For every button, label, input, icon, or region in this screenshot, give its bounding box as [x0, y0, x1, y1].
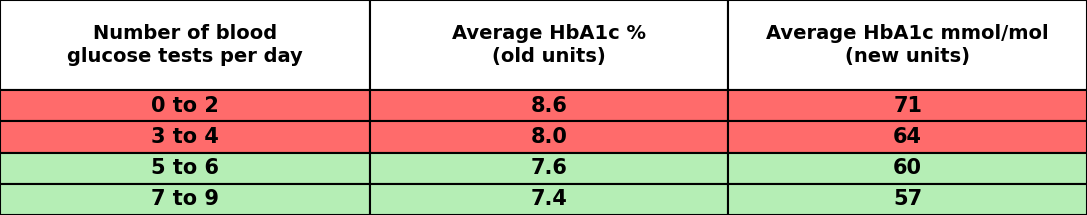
Text: 8.0: 8.0	[530, 127, 567, 147]
Bar	[370, 90, 728, 121]
Text: 7.4: 7.4	[530, 189, 567, 209]
Bar	[0, 121, 370, 153]
Text: 71: 71	[894, 96, 922, 116]
Bar	[728, 153, 1087, 184]
Text: 7.6: 7.6	[530, 158, 567, 178]
Text: 57: 57	[894, 189, 922, 209]
Bar	[370, 0, 728, 90]
Bar	[728, 0, 1087, 90]
Text: 0 to 2: 0 to 2	[151, 96, 218, 116]
Bar	[0, 0, 370, 90]
Bar	[370, 184, 728, 215]
Text: 7 to 9: 7 to 9	[151, 189, 218, 209]
Bar	[0, 153, 370, 184]
Text: 8.6: 8.6	[530, 96, 567, 116]
Text: 3 to 4: 3 to 4	[151, 127, 218, 147]
Bar	[370, 153, 728, 184]
Bar	[728, 121, 1087, 153]
Bar	[370, 121, 728, 153]
Bar	[728, 184, 1087, 215]
Text: 64: 64	[894, 127, 922, 147]
Text: 5 to 6: 5 to 6	[151, 158, 218, 178]
Text: Average HbA1c %
(old units): Average HbA1c % (old units)	[452, 24, 646, 66]
Bar	[0, 90, 370, 121]
Text: Average HbA1c mmol/mol
(new units): Average HbA1c mmol/mol (new units)	[766, 24, 1049, 66]
Text: 60: 60	[894, 158, 922, 178]
Bar	[728, 90, 1087, 121]
Text: Number of blood
glucose tests per day: Number of blood glucose tests per day	[67, 24, 302, 66]
Bar	[0, 184, 370, 215]
